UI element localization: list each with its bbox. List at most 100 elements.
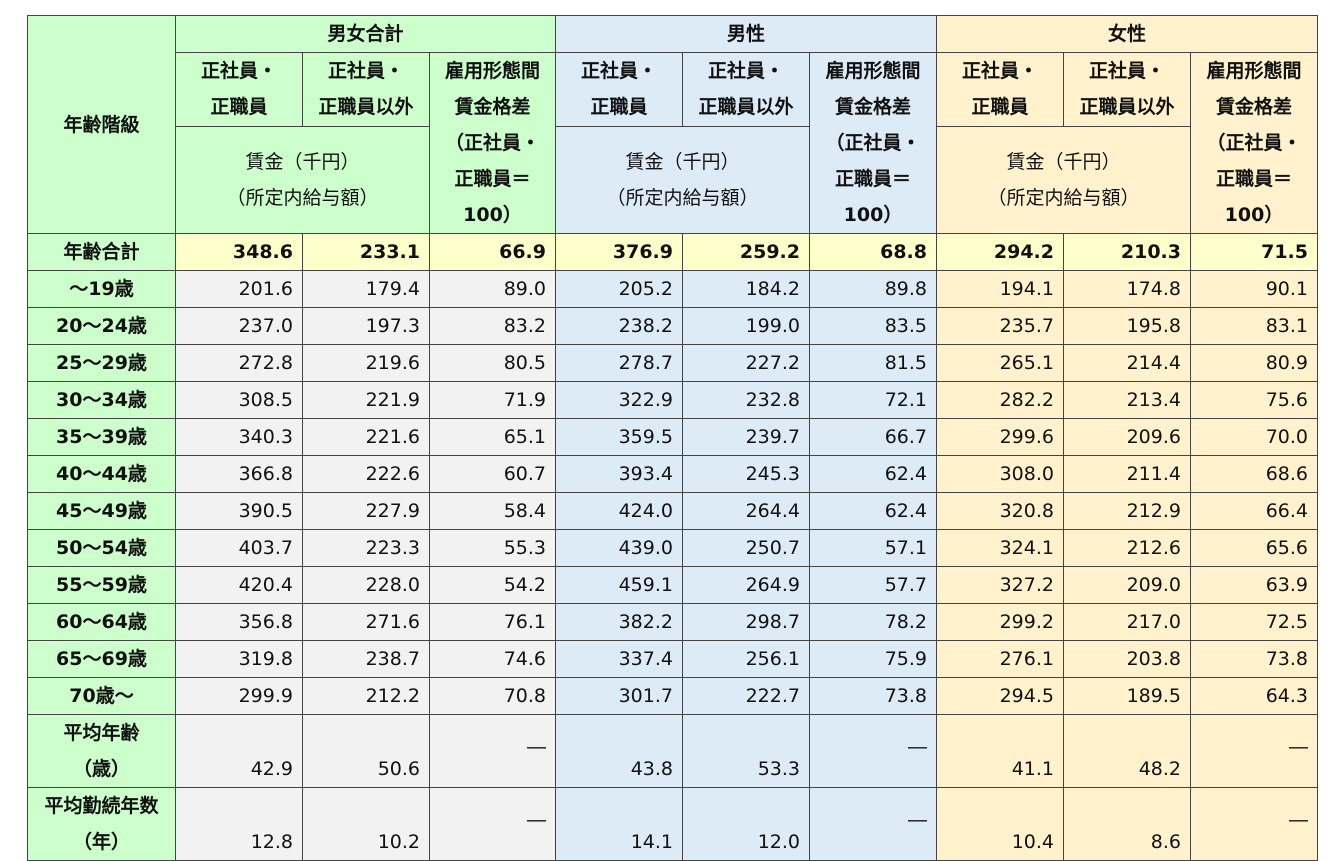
value-cell: 222.6 <box>302 455 430 493</box>
data-row: 平均勤続年数 （年） 12.8 10.2 ― 14.1 12.0 ― 10.4 8.6 ― <box>27 787 1318 861</box>
value-cell: 68.6 <box>1190 455 1318 493</box>
data-row: 45～49歳 390.5 227.9 58.4 424.0 264.4 62.4 320.8 2… <box>27 492 1318 530</box>
value-cell: 282.2 <box>936 381 1064 419</box>
value-cell: 72.5 <box>1190 603 1318 641</box>
value-cell: 209.6 <box>1063 418 1191 456</box>
column-header: 正社員・ 正職員 <box>936 52 1064 127</box>
text-line: 正職員 <box>590 96 648 119</box>
value-cell: 63.9 <box>1190 566 1318 604</box>
value-cell: 212.6 <box>1063 529 1191 567</box>
value-cell: ― <box>429 714 556 788</box>
value-cell: 70.8 <box>429 677 556 715</box>
text-line: 100） <box>843 204 903 226</box>
value-cell: 424.0 <box>555 492 683 530</box>
value-cell: 8.6 <box>1063 787 1191 861</box>
value-cell: 184.2 <box>682 270 810 308</box>
value-cell: 66.9 <box>429 233 556 271</box>
row-label: 55～59歳 <box>27 566 176 604</box>
value-cell: 12.8 <box>175 787 303 861</box>
value-cell: 250.7 <box>682 529 810 567</box>
wage-label: 賃金（千円） （所定内給与額） <box>555 125 810 235</box>
value-cell: 264.9 <box>682 566 810 604</box>
value-cell: 294.5 <box>936 677 1064 715</box>
value-cell: 327.2 <box>936 566 1064 604</box>
text-line: 35～39歳 <box>56 426 147 448</box>
text-line: 賃金格差 <box>834 96 911 118</box>
value-cell: 57.7 <box>809 566 937 604</box>
text-line: 20～24歳 <box>56 315 147 337</box>
value-cell: 203.8 <box>1063 640 1191 678</box>
value-cell: 42.9 <box>175 714 303 788</box>
value-cell: 73.8 <box>809 677 937 715</box>
value-cell: 366.8 <box>175 455 303 493</box>
text-line: 正社員・ <box>961 60 1038 83</box>
text-line: 正職員 <box>971 96 1029 119</box>
value-cell: 68.8 <box>809 233 937 271</box>
value-cell: 301.7 <box>555 677 683 715</box>
data-row: 年齢合計 348.6 233.1 66.9 376.9 259.2 68.8 294.2 210… <box>27 233 1318 271</box>
value-cell: 64.3 <box>1190 677 1318 715</box>
text-line: 正社員・ <box>327 60 404 83</box>
value-cell: 89.0 <box>429 270 556 308</box>
value-cell: 259.2 <box>682 233 810 271</box>
row-label: 35～39歳 <box>27 418 176 456</box>
value-cell: 294.2 <box>936 233 1064 271</box>
corner-header: 年齢階級 <box>27 15 176 234</box>
value-cell: 78.2 <box>809 603 937 641</box>
value-cell: 272.8 <box>175 344 303 382</box>
text-line: 年齢合計 <box>63 241 140 263</box>
value-cell: 227.9 <box>302 492 430 530</box>
text-line: 70歳～ <box>69 685 134 707</box>
text-line: 正社員・ <box>707 60 784 83</box>
text-line: ～19歳 <box>69 278 134 300</box>
value-cell: 195.8 <box>1063 307 1191 345</box>
value-cell: 221.6 <box>302 418 430 456</box>
value-cell: 10.2 <box>302 787 430 861</box>
data-row: 平均年齢 （歳） 42.9 50.6 ― 43.8 53.3 ― 41.1 48.2 ― <box>27 714 1318 788</box>
value-cell: 62.4 <box>809 455 937 493</box>
text-line: 賃金（千円） <box>245 150 360 173</box>
text-line: 100） <box>463 204 522 226</box>
group-header: 男女合計 <box>175 15 556 53</box>
data-row: 30～34歳 308.5 221.9 71.9 322.9 232.8 72.1 282.2 2… <box>27 381 1318 419</box>
row-label: 30～34歳 <box>27 381 176 419</box>
column-header: 雇用形態間 賃金格差 （正社員・ 正職員＝ 100） <box>1190 52 1318 234</box>
value-cell: 265.1 <box>936 344 1064 382</box>
value-cell: 14.1 <box>555 787 683 861</box>
value-cell: 213.4 <box>1063 381 1191 419</box>
value-cell: ― <box>1190 714 1318 788</box>
text-line: 正職員＝ <box>834 168 911 190</box>
value-cell: 189.5 <box>1063 677 1191 715</box>
value-cell: 359.5 <box>555 418 683 456</box>
value-cell: 75.9 <box>809 640 937 678</box>
data-row: 70歳～ 299.9 212.2 70.8 301.7 222.7 73.8 294.5 189… <box>27 677 1318 715</box>
value-cell: 308.0 <box>936 455 1064 493</box>
value-cell: 66.4 <box>1190 492 1318 530</box>
text-line: 60～64歳 <box>56 611 147 633</box>
value-cell: 48.2 <box>1063 714 1191 788</box>
value-cell: 376.9 <box>555 233 683 271</box>
column-header: 正社員・ 正職員以外 <box>302 52 430 127</box>
value-cell: 81.5 <box>809 344 937 382</box>
row-label: 45～49歳 <box>27 492 176 530</box>
value-cell: 65.6 <box>1190 529 1318 567</box>
value-cell: 205.2 <box>555 270 683 308</box>
value-cell: 80.9 <box>1190 344 1318 382</box>
value-cell: 221.9 <box>302 381 430 419</box>
text-line: 正職員以外 <box>698 96 794 119</box>
value-cell: 74.6 <box>429 640 556 678</box>
text-line: 賃金格差 <box>454 96 531 118</box>
value-cell: 174.8 <box>1063 270 1191 308</box>
text-line: 50～54歳 <box>56 537 147 559</box>
value-cell: 271.6 <box>302 603 430 641</box>
text-line: 正社員・ <box>580 60 657 83</box>
text-line: 正社員・ <box>1088 60 1165 83</box>
text-line: 25～29歳 <box>56 352 147 374</box>
row-label: 年齢合計 <box>27 233 176 271</box>
value-cell: 214.4 <box>1063 344 1191 382</box>
value-cell: 71.9 <box>429 381 556 419</box>
text-line: 正職員以外 <box>318 96 414 119</box>
text-line: 賃金格差 <box>1215 96 1292 118</box>
value-cell: 222.7 <box>682 677 810 715</box>
text-line: （所定内給与額） <box>226 186 379 209</box>
